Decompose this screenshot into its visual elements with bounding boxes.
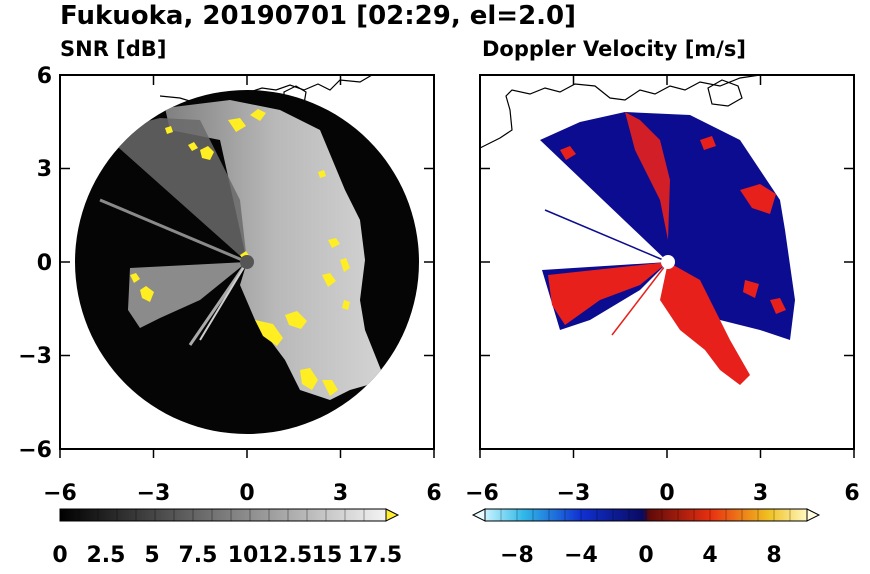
snr-colorbar-label: 12.5 — [258, 543, 312, 568]
doppler-spoke-2 — [611, 261, 669, 336]
x-tick-label: −3 — [557, 481, 591, 506]
snr-colorbar-label: 7.5 — [179, 543, 218, 568]
x-tick-label: 0 — [239, 481, 254, 506]
snr-echo-west — [128, 262, 247, 328]
snr-colorbar: 0 2.5 5 7.5 10 12.5 15 17.5 — [52, 508, 402, 568]
doppler-x-axis-labels: −6 −3 0 3 6 — [465, 481, 860, 506]
doppler-red-speckles — [560, 136, 786, 314]
snr-spoke-1 — [99, 198, 248, 264]
doppler-red-south — [660, 262, 750, 385]
figure-title: Fukuoka, 20190701 [02:29, el=2.0] — [60, 1, 576, 31]
snr-colorbar-label: 17.5 — [348, 543, 402, 568]
snr-colorbar-label: 0 — [52, 543, 67, 568]
y-tick-label: 0 — [37, 251, 52, 276]
snr-colorbar-label: 5 — [144, 543, 159, 568]
x-tick-label: 3 — [333, 481, 348, 506]
coastline-right — [480, 75, 761, 149]
snr-colorbar-label: 2.5 — [87, 543, 126, 568]
snr-colorbar-label: 15 — [312, 543, 343, 568]
doppler-red-west — [548, 262, 668, 325]
y-tick-label: 6 — [37, 64, 52, 89]
snr-spoke-3 — [199, 261, 248, 341]
doppler-spoke — [544, 209, 669, 263]
doppler-radar-center — [661, 255, 675, 269]
island-right — [707, 79, 743, 107]
y-tick-label: −3 — [18, 344, 52, 369]
x-tick-label: 3 — [753, 481, 768, 506]
x-tick-label: −6 — [465, 481, 499, 506]
doppler-colorbar-label: 4 — [702, 543, 717, 568]
doppler-colorbar-label: 0 — [638, 543, 653, 568]
x-tick-label: −6 — [43, 481, 77, 506]
x-tick-label: 6 — [426, 481, 441, 506]
doppler-colorbar: −8 −4 0 4 8 — [471, 508, 821, 568]
snr-echo-main — [165, 100, 385, 400]
snr-high-patches — [130, 109, 350, 396]
doppler-colorbar-extend-high — [806, 508, 821, 522]
doppler-plot-area — [480, 75, 795, 385]
x-tick-label: 6 — [844, 481, 859, 506]
snr-colorbar-label: 10 — [228, 543, 259, 568]
snr-x-axis-labels: −6 −3 0 3 6 — [43, 481, 442, 506]
doppler-colorbar-label: 8 — [766, 543, 781, 568]
doppler-colorbar-label: −4 — [564, 543, 598, 568]
y-tick-label: −6 — [18, 438, 52, 463]
snr-plot-area — [75, 75, 419, 434]
snr-colorbar-extend — [385, 508, 400, 522]
snr-ticks — [59, 74, 435, 458]
snr-y-axis-labels: 6 3 0 −3 −6 — [18, 64, 52, 463]
x-tick-label: 0 — [659, 481, 674, 506]
snr-radar-center — [240, 255, 254, 269]
y-tick-label: 3 — [37, 157, 52, 182]
doppler-colorbar-label: −8 — [500, 543, 534, 568]
doppler-colorbar-extend-low — [471, 508, 486, 522]
snr-panel-label: SNR [dB] — [60, 37, 166, 61]
doppler-ticks — [479, 74, 855, 458]
doppler-red-north — [625, 112, 670, 240]
doppler-panel-label: Doppler Velocity [m/s] — [482, 37, 746, 61]
x-tick-label: −3 — [137, 481, 171, 506]
